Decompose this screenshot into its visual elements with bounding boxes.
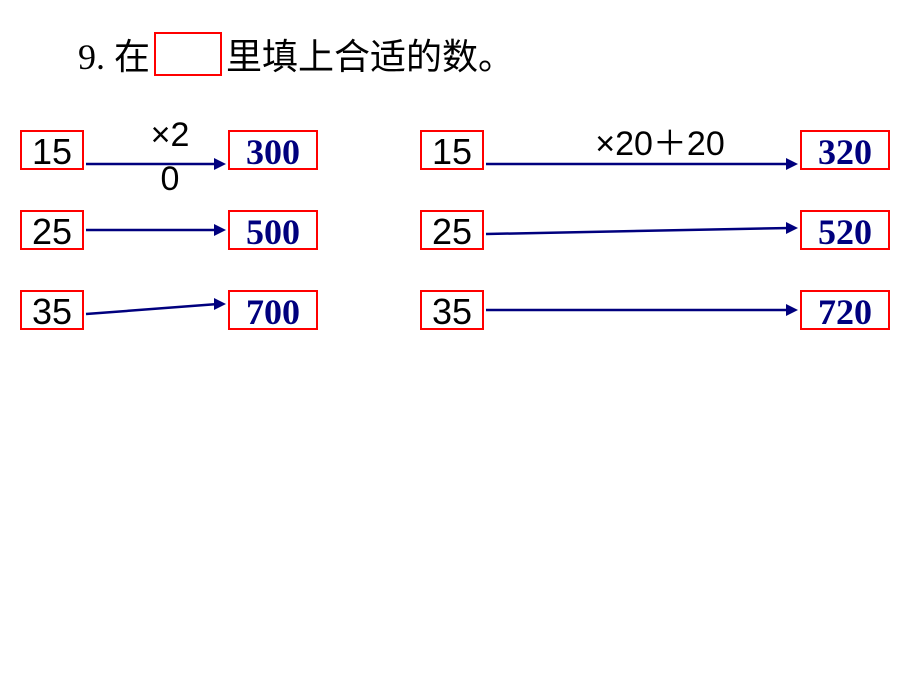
output-cell: 300: [228, 130, 318, 170]
output-value: 500: [246, 212, 300, 252]
row: 35 720: [420, 290, 910, 360]
output-value: 300: [246, 132, 300, 172]
row: 15 320: [420, 130, 910, 200]
output-value: 700: [246, 292, 300, 332]
output-value: 720: [818, 292, 872, 332]
title-suffix: 里填上合适的数。: [226, 28, 514, 80]
output-value: 520: [818, 212, 872, 252]
row: 25 520: [420, 210, 910, 280]
column-left: ×2 0 15 300 25 500 35: [20, 120, 340, 330]
question-title: 9. 在 里填上合适的数。: [78, 28, 514, 80]
row: 25 500: [20, 210, 340, 280]
row: 35 700: [20, 290, 340, 360]
output-cell: 500: [228, 210, 318, 250]
output-cell: 320: [800, 130, 890, 170]
output-cell: 720: [800, 290, 890, 330]
column-right: ×20＋20 15 320 25 520 35: [420, 120, 910, 330]
title-prefix: 9. 在: [78, 28, 150, 80]
page: 9. 在 里填上合适的数。 ×2 0 15 300 25 500: [0, 0, 920, 690]
output-cell: 700: [228, 290, 318, 330]
output-value: 320: [818, 132, 872, 172]
row: 15 300: [20, 130, 340, 200]
output-cell: 520: [800, 210, 890, 250]
blank-box-icon: [154, 32, 222, 76]
